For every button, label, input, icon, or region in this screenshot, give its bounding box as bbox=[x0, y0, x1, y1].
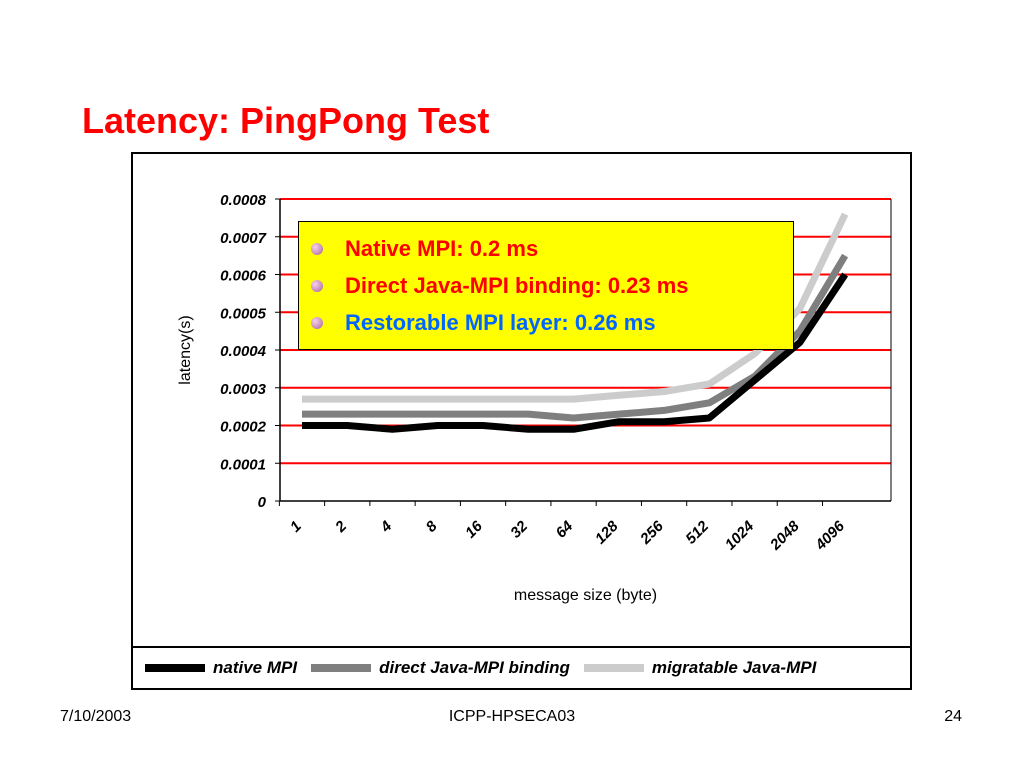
x-tick-label: 8 bbox=[423, 517, 441, 535]
legend-swatch bbox=[145, 664, 205, 672]
x-tick-label: 1024 bbox=[722, 517, 758, 553]
y-axis-title: latency(s) bbox=[177, 315, 194, 384]
x-tick-label: 4 bbox=[377, 517, 396, 536]
legend-swatch bbox=[583, 664, 644, 672]
bullet-icon bbox=[311, 242, 323, 255]
x-tick-label: 2048 bbox=[766, 517, 803, 554]
series-line bbox=[302, 272, 849, 433]
legend-item: direct Java-MPI binding bbox=[311, 658, 570, 678]
x-tick-label: 2 bbox=[331, 517, 350, 536]
legend-item: migratable Java-MPI bbox=[583, 658, 817, 678]
slide-title: Latency: PingPong Test bbox=[82, 100, 490, 141]
x-tick-label: 16 bbox=[462, 517, 486, 541]
y-tick-label: 0.0005 bbox=[220, 305, 267, 322]
callout-text: Native MPI: 0.2 ms bbox=[345, 235, 539, 261]
callout-text: Direct Java-MPI binding: 0.23 ms bbox=[345, 272, 689, 298]
y-tick-label: 0.0003 bbox=[220, 381, 267, 398]
summary-callout: Native MPI: 0.2 ms Direct Java-MPI bindi… bbox=[298, 221, 794, 350]
footer-page-number: 24 bbox=[944, 708, 962, 725]
legend-label: migratable Java-MPI bbox=[651, 658, 817, 677]
y-tick-label: 0.0008 bbox=[220, 192, 267, 209]
x-tick-label: 64 bbox=[553, 517, 577, 541]
y-tick-label: 0.0007 bbox=[220, 230, 267, 247]
y-tick-label: 0 bbox=[258, 494, 267, 511]
y-tick-label: 0.0006 bbox=[220, 268, 267, 285]
y-tick-label: 0.0004 bbox=[220, 343, 267, 360]
x-tick-label: 256 bbox=[636, 517, 667, 548]
x-tick-label: 1 bbox=[287, 518, 305, 536]
callout-text: Restorable MPI layer: 0.26 ms bbox=[345, 309, 656, 335]
x-tick-label: 4096 bbox=[812, 517, 849, 554]
legend-swatch bbox=[311, 664, 372, 672]
callout-item-direct: Direct Java-MPI binding: 0.23 ms bbox=[311, 267, 793, 304]
legend-label: direct Java-MPI binding bbox=[379, 658, 570, 677]
x-tick-label: 128 bbox=[592, 517, 622, 547]
x-tick-label: 512 bbox=[682, 517, 712, 547]
chart-legend: native MPI direct Java-MPI binding migra… bbox=[133, 646, 910, 688]
legend-label: native MPI bbox=[213, 658, 298, 677]
x-axis-title: message size (byte) bbox=[514, 587, 657, 604]
bullet-icon bbox=[311, 279, 323, 292]
y-tick-label: 0.0002 bbox=[220, 419, 267, 436]
bullet-icon bbox=[311, 316, 323, 329]
y-tick-label: 0.0001 bbox=[220, 456, 266, 473]
footer-date: 7/10/2003 bbox=[60, 708, 132, 725]
footer-conference: ICPP-HPSECA03 bbox=[448, 708, 576, 725]
legend-item: native MPI bbox=[145, 658, 297, 678]
x-tick-label: 32 bbox=[507, 517, 531, 541]
callout-item-native: Native MPI: 0.2 ms bbox=[311, 230, 793, 267]
series-line bbox=[302, 212, 849, 403]
callout-item-restorable: Restorable MPI layer: 0.26 ms bbox=[311, 304, 793, 341]
